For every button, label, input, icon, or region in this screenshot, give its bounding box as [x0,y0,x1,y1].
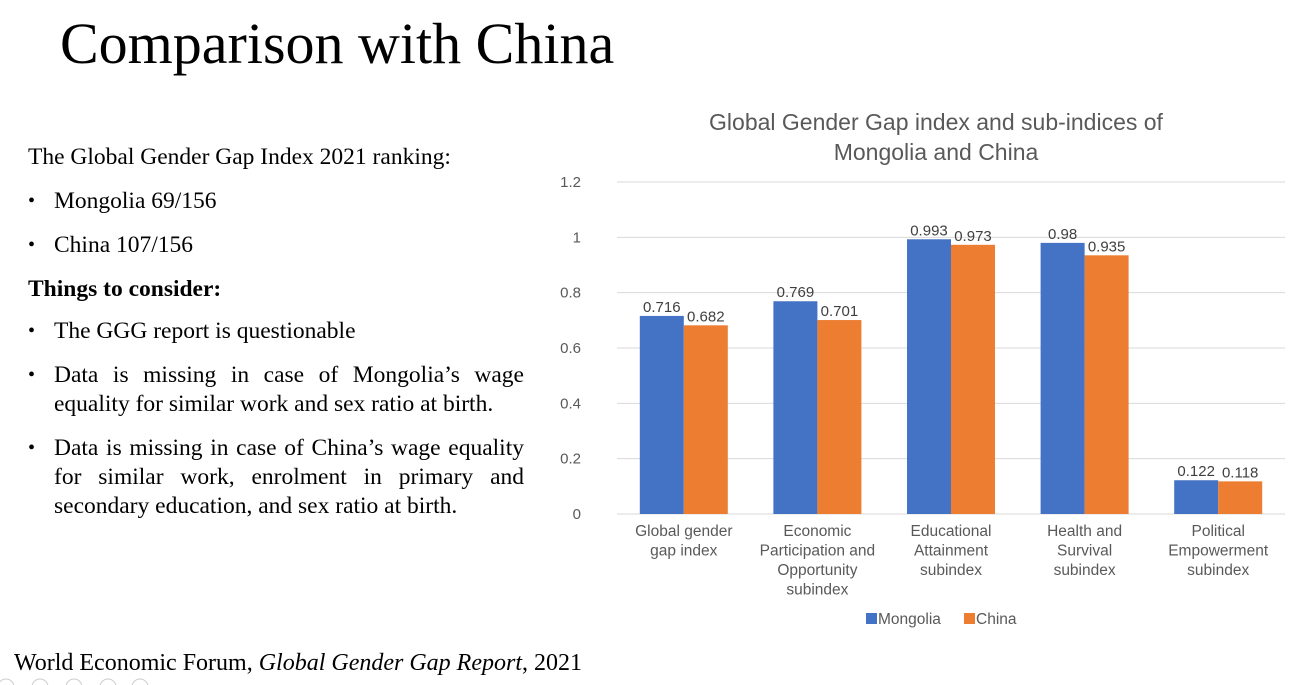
bar-china [683,325,728,514]
gender-gap-bar-chart: Global Gender Gap index and sub-indices … [560,109,1285,628]
y-tick-label: 0.2 [560,451,581,468]
considerations-heading: Things to consider: [28,276,222,302]
x-category-label: Global gender [635,523,732,540]
consideration-item: Data is missing in case of China’s wage … [28,434,524,521]
x-category-label: Opportunity [777,562,857,579]
y-tick-label: 0 [573,506,581,523]
legend-swatch-mongolia [866,613,877,624]
bar-mongolia [639,315,684,514]
y-tick-label: 0.8 [560,285,581,302]
source-suffix: , 2021 [522,650,582,676]
bar-china [1084,255,1129,515]
x-category-label: Empowerment [1168,543,1269,560]
slide-title: Comparison with China [60,11,615,76]
left-text-column: The Global Gender Gap Index 2021 ranking… [28,143,524,536]
legend-swatch-china [964,613,975,624]
x-category-label: subindex [1054,562,1116,579]
source-prefix: World Economic Forum, [14,650,259,676]
data-label: 0.118 [1222,464,1258,481]
data-label: 0.973 [954,228,992,245]
data-label: 0.769 [777,284,815,301]
bar-mongolia [773,301,818,514]
bar-china [1218,481,1263,514]
ranking-intro: The Global Gender Gap Index 2021 ranking… [28,144,451,170]
ranking-mongolia: Mongolia 69/156 [28,187,524,216]
source-citation: World Economic Forum, Global Gender Gap … [14,648,582,678]
x-category-label: gap index [650,543,717,560]
slide-navigation-controls[interactable] [0,675,160,685]
y-tick-label: 1 [573,229,581,246]
x-category-label: Participation and [760,543,875,560]
data-label: 0.993 [910,222,948,239]
x-category-label: Political [1191,523,1244,540]
considerations-list: The GGG report is questionable Data is m… [28,317,524,521]
data-label: 0.682 [687,308,725,325]
bar-mongolia [1174,480,1219,514]
data-label: 0.98 [1048,226,1077,243]
data-label: 0.122 [1177,463,1215,480]
y-tick-label: 0.6 [560,340,581,357]
x-category-label: subindex [786,582,848,599]
y-tick-label: 1.2 [560,174,581,191]
bar-mongolia [1040,242,1085,514]
source-report-title: Global Gender Gap Report [258,650,522,676]
bar-china [817,320,862,514]
chart-title-line: Mongolia and China [834,139,1039,165]
data-label: 0.935 [1088,238,1126,255]
y-tick-label: 0.4 [560,395,581,412]
ranking-list: Mongolia 69/156 China 107/156 [28,187,524,260]
ranking-china: China 107/156 [28,231,524,260]
consideration-item: The GGG report is questionable [28,317,524,346]
x-category-label: Educational [910,523,991,540]
x-category-label: Health and [1047,523,1122,540]
data-label: 0.701 [821,303,859,320]
chart-title-line: Global Gender Gap index and sub-indices … [709,109,1164,135]
data-label: 0.716 [643,299,681,316]
x-category-label: Survival [1057,543,1112,560]
x-category-label: Economic [783,523,851,540]
legend-label-china: China [976,611,1017,628]
x-category-label: Attainment [914,543,989,560]
consideration-item: Data is missing in case of Mongolia’s wa… [28,361,524,419]
x-category-label: subindex [1187,562,1249,579]
x-category-label: subindex [920,562,982,579]
bar-china [951,244,995,514]
bar-mongolia [907,239,951,514]
legend-label-mongolia: Mongolia [878,611,941,628]
